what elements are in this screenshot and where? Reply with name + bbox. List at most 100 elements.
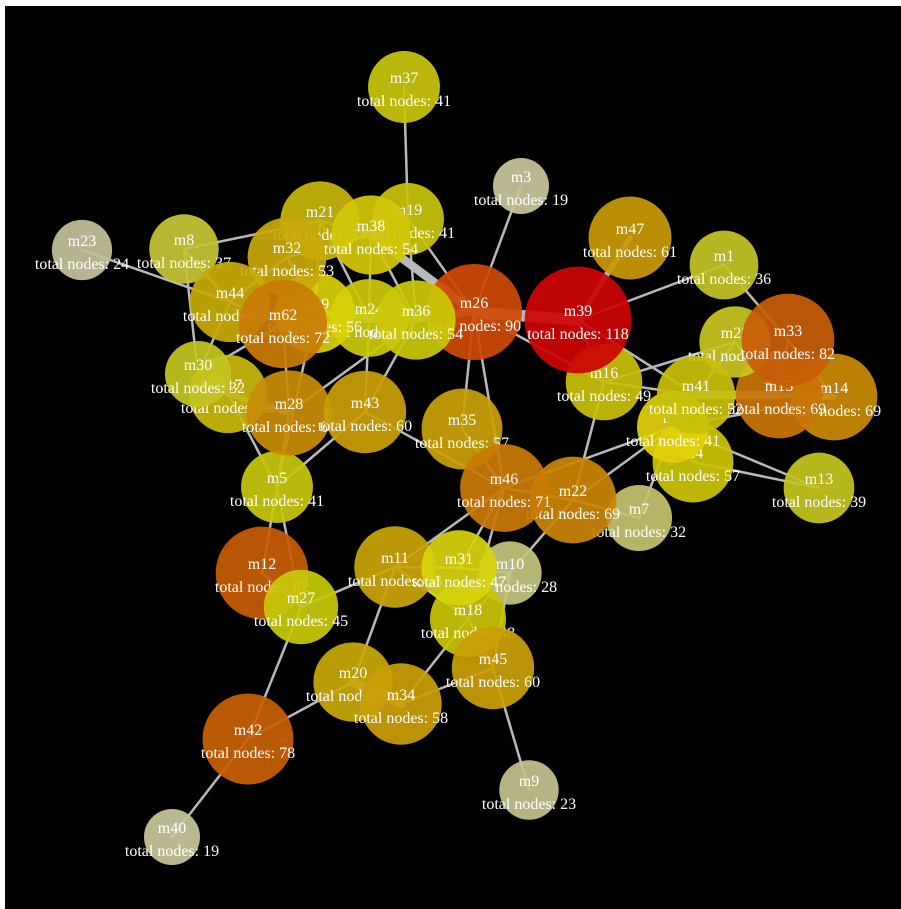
node-count-label: total nodes: 45 (254, 613, 348, 630)
node-circle[interactable] (51, 219, 113, 281)
node-label: m23 (68, 233, 96, 250)
node-count-label: total nodes: 47 (412, 574, 506, 591)
node-circle[interactable] (247, 217, 327, 297)
node-label: m5 (267, 470, 287, 487)
node-circle[interactable] (783, 452, 855, 524)
node-m40[interactable]: m40 total nodes: 19 (125, 809, 219, 865)
node-label: m35 (448, 412, 476, 429)
node-m38[interactable]: m38 total nodes: 54 (324, 195, 418, 275)
node-m27[interactable]: m27 total nodes: 45 (254, 569, 348, 645)
node-circle[interactable] (421, 388, 503, 470)
node-circle[interactable] (368, 51, 440, 123)
node-count-label: total nodes: 82 (741, 346, 835, 363)
node-m9[interactable]: m9 total nodes: 23 (482, 760, 576, 820)
node-circle[interactable] (241, 451, 313, 523)
node-count-label: total nodes: 58 (348, 573, 442, 590)
node-count-label: total nodes: 39 (772, 494, 866, 511)
node-circle[interactable] (238, 279, 328, 369)
node-m7[interactable]: m7 total nodes: 32 (592, 484, 686, 552)
node-label: m12 (248, 556, 276, 573)
node-m62[interactable]: m62 total nodes: 72 (236, 279, 330, 369)
node-m43[interactable]: m43 total nodes: 60 (318, 370, 412, 454)
node-circle[interactable] (499, 760, 559, 820)
node-count-label: total nodes: 69 (526, 506, 620, 523)
node-count-label: total nodes: 19 (474, 192, 568, 209)
node-count-label: total nodes: 36 (677, 271, 771, 288)
node-circle[interactable] (460, 444, 548, 532)
node-m3[interactable]: m3 total nodes: 19 (474, 158, 568, 214)
node-circle[interactable] (246, 370, 332, 456)
node-label: m31 (445, 551, 473, 568)
node-count-label: total nodes: 24 (35, 256, 129, 273)
node-circle[interactable] (263, 569, 339, 645)
node-circle[interactable] (588, 196, 672, 280)
node-circle[interactable] (144, 809, 200, 865)
node-circle[interactable] (493, 158, 549, 214)
node-m39[interactable]: m39 total nodes: 118 (524, 266, 632, 374)
node-circle[interactable] (376, 280, 456, 360)
node-circle[interactable] (741, 293, 835, 387)
node-label: m43 (351, 395, 379, 412)
node-label: m22 (559, 483, 587, 500)
node-count-label: total nodes: 53 (240, 263, 334, 280)
node-label: m20 (339, 665, 367, 682)
node-count-label: total nodes: 61 (583, 244, 677, 261)
node-label: m38 (357, 218, 385, 235)
node-label: m41 (682, 378, 710, 395)
node-m47[interactable]: m47 total nodes: 61 (583, 196, 677, 280)
node-circle[interactable] (149, 214, 219, 284)
node-label: m39 (564, 303, 592, 320)
node-m32[interactable]: m32 total nodes: 53 (240, 217, 334, 297)
node-m36[interactable]: m36 total nodes: 54 (369, 280, 463, 360)
node-count-label: total nodes: 72 (236, 330, 330, 347)
node-m13[interactable]: m13 total nodes: 39 (772, 452, 866, 524)
node-label: m13 (805, 471, 833, 488)
node-label: m62 (269, 307, 297, 324)
node-m42[interactable]: m42 total nodes: 78 (201, 693, 295, 785)
node-label: m21 (306, 204, 334, 221)
node-m41[interactable]: m41 total nodes: 52 (649, 355, 743, 435)
node-circle[interactable] (331, 195, 411, 275)
node-label: m11 (381, 550, 409, 567)
node-count-label: total nodes: 32 (592, 524, 686, 541)
node-count-label: total nodes: 58 (354, 710, 448, 727)
node-circle[interactable] (524, 266, 632, 374)
node-count-label: total nodes: 49 (557, 388, 651, 405)
node-circle[interactable] (656, 355, 736, 435)
node-circle[interactable] (360, 663, 442, 745)
node-label: m46 (490, 471, 518, 488)
node-label: m14 (820, 380, 848, 397)
node-circle[interactable] (323, 370, 407, 454)
node-m46[interactable]: m46 total nodes: 71 (457, 444, 551, 532)
node-m34[interactable]: m34 total nodes: 58 (354, 663, 448, 745)
node-m35[interactable]: m35 total nodes: 57 (415, 388, 509, 470)
node-circle[interactable] (421, 530, 497, 606)
node-m8[interactable]: m8 total nodes: 37 (137, 214, 231, 284)
node-m11[interactable]: m11 total nodes: 58 (348, 526, 442, 608)
node-count-label: total nodes: 23 (482, 796, 576, 813)
node-count-label: total nodes: 41 (626, 433, 720, 450)
node-m22[interactable]: m22 total nodes: 69 (526, 456, 620, 544)
node-circle[interactable] (354, 526, 436, 608)
node-circle[interactable] (164, 340, 232, 408)
node-circle[interactable] (529, 456, 617, 544)
node-m45[interactable]: m45 total nodes: 60 (446, 626, 540, 710)
node-label: m7 (629, 501, 649, 518)
node-label: m37 (390, 70, 418, 87)
node-m30[interactable]: m30 total nodes: 32 (151, 340, 245, 408)
node-m23[interactable]: m23 total nodes: 24 (35, 219, 129, 281)
node-m33[interactable]: m33 total nodes: 82 (741, 293, 835, 387)
node-circle[interactable] (605, 484, 673, 552)
node-m28[interactable]: m28 total nodes: 66 (242, 370, 336, 456)
node-circle[interactable] (451, 626, 535, 710)
node-m1[interactable]: m1 total nodes: 36 (677, 230, 771, 300)
node-m31[interactable]: m31 total nodes: 47 (412, 530, 506, 606)
node-label: m24 (355, 301, 383, 318)
node-label: m1 (714, 248, 734, 265)
node-label: m27 (287, 590, 315, 607)
node-m37[interactable]: m37 total nodes: 41 (357, 51, 451, 123)
node-circle[interactable] (689, 230, 759, 300)
node-m5[interactable]: m5 total nodes: 41 (230, 451, 324, 523)
node-circle[interactable] (202, 693, 294, 785)
